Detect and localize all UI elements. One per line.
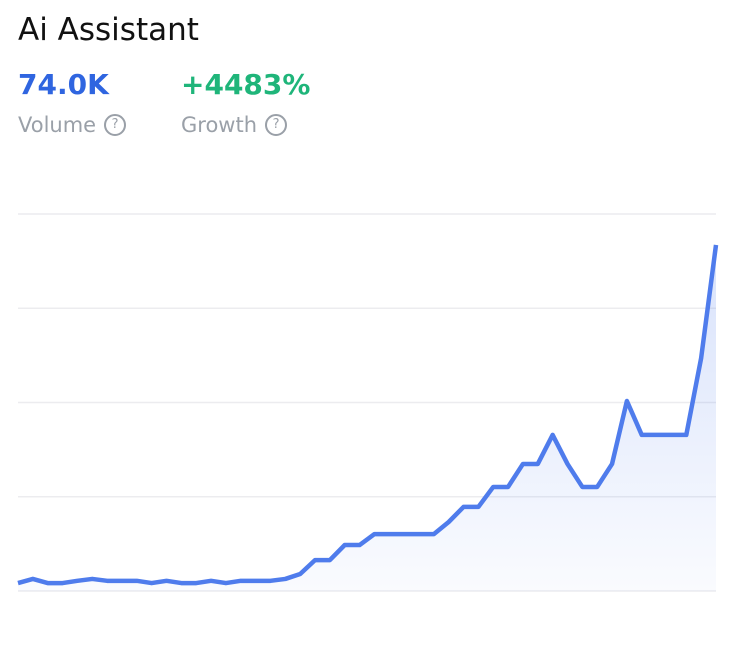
title: Ai Assistant xyxy=(18,12,199,48)
help-icon[interactable]: ? xyxy=(104,114,127,136)
volume-label: Volume xyxy=(18,113,97,137)
line xyxy=(17,244,719,586)
help-icon[interactable]: ? xyxy=(265,114,288,136)
area xyxy=(18,244,716,591)
volume-value: 74.0K xyxy=(18,68,109,101)
growth-label: Growth xyxy=(181,113,258,137)
growth-value: +4483% xyxy=(181,68,311,101)
growth-stat: +4483% Growth? xyxy=(181,68,310,137)
volume-stat: 74.0K Volume? xyxy=(18,68,127,137)
